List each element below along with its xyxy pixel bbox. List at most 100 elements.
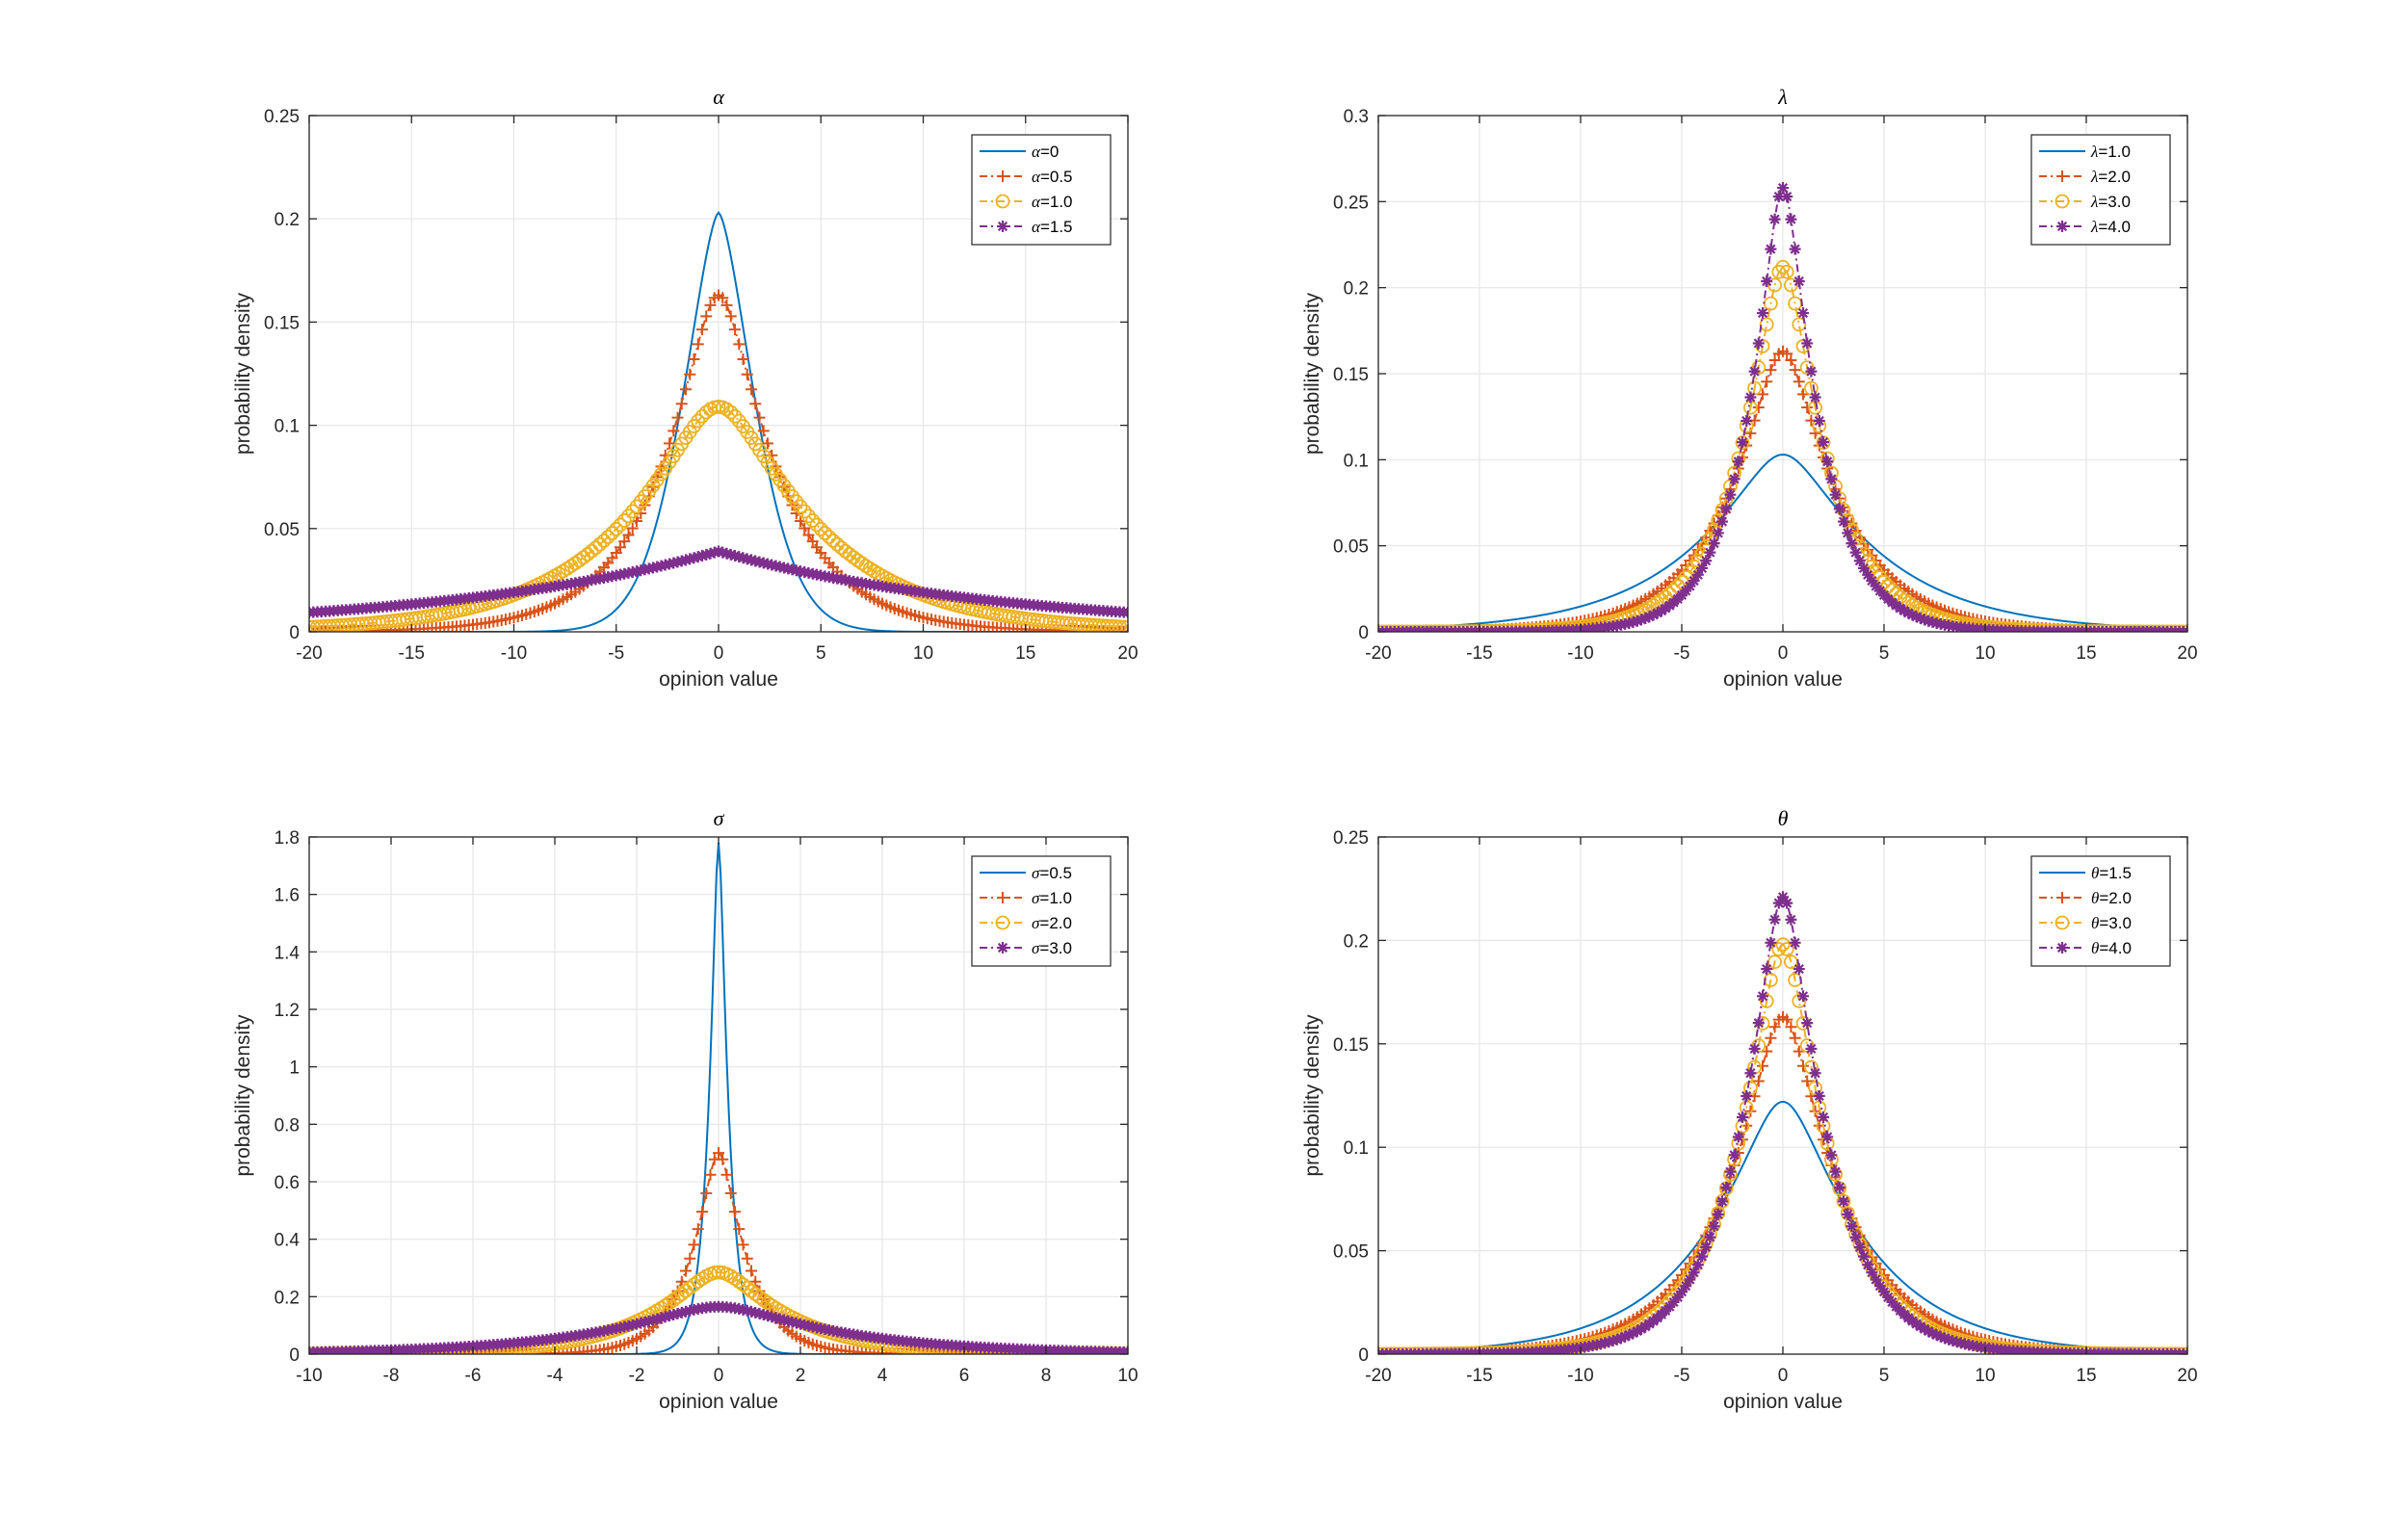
series-2-marker (675, 398, 688, 410)
series-4-marker (1748, 1042, 1761, 1055)
series-4-marker (1870, 580, 1882, 592)
legend-label-4: σ=3.0 (1032, 939, 1072, 957)
series-4-marker (1676, 588, 1688, 601)
series-2-marker (700, 310, 713, 323)
series-4-marker (1809, 1067, 1821, 1080)
series-3-marker (1784, 277, 1798, 293)
series-2-marker (700, 1187, 713, 1199)
x-tick-label: 5 (816, 643, 826, 664)
series-4-marker (1781, 897, 1793, 909)
legend-value: =0.5 (1040, 168, 1073, 186)
series-3-marker (1771, 942, 1787, 956)
series-2-marker (724, 1187, 737, 1199)
y-tick-label: 0.2 (1344, 931, 1369, 952)
legend-marker-2 (997, 892, 1008, 903)
x-tick-label: -10 (296, 1366, 322, 1386)
series-3-marker (605, 526, 619, 540)
series-2-marker (1793, 1045, 1805, 1058)
series-2-marker (806, 535, 819, 548)
legend-label-3: σ=2.0 (1032, 914, 1072, 932)
series-4-marker (1757, 990, 1768, 1003)
series-3-marker (1670, 579, 1686, 594)
series-4-marker (1947, 1335, 1959, 1347)
series-3-marker (1779, 942, 1794, 956)
series-3-marker (1120, 619, 1128, 632)
series-2-marker (753, 411, 766, 424)
y-tick-label: 1.2 (275, 1001, 300, 1021)
series-4-marker (1825, 1149, 1838, 1162)
series-4-marker (1853, 555, 1866, 567)
series-2-marker (1789, 364, 1801, 377)
series-4-marker (1805, 365, 1818, 378)
legend-label-1: σ=0.5 (1032, 864, 1072, 882)
series-4-marker (1789, 243, 1801, 255)
series-4-marker (1732, 456, 1744, 468)
series-4-marker (1691, 568, 1704, 581)
legend-marker-2 (2056, 170, 2068, 182)
series-3-marker (1792, 993, 1807, 1008)
x-tick-label: 5 (1879, 1366, 1890, 1386)
series-4-marker (1914, 612, 1926, 624)
series-4-marker (1680, 1280, 1692, 1293)
x-tick-label: 15 (2076, 643, 2096, 664)
legend-symbol: σ (1032, 914, 1040, 932)
series-4-marker (1797, 307, 1809, 320)
series-4-marker (1757, 307, 1768, 320)
legend-box (971, 855, 1112, 967)
series-2-marker (720, 299, 733, 311)
series-4-marker (1704, 1231, 1716, 1243)
legend-symbol: θ (2091, 939, 2099, 957)
series-3-marker (1799, 360, 1815, 376)
series-2-marker (737, 1239, 749, 1251)
x-axis-label: opinion value (1723, 668, 1843, 691)
series-3-marker (1714, 1193, 1730, 1209)
x-tick-label: 0 (714, 643, 724, 664)
series-4-marker (1737, 1110, 1748, 1123)
series-4-marker (1724, 1165, 1737, 1178)
series-2-marker (626, 522, 639, 535)
x-tick-label: -15 (1466, 643, 1492, 664)
series-2-marker (1781, 348, 1793, 360)
series-3-marker (698, 405, 714, 420)
series-4-marker (1818, 436, 1829, 449)
series-4-marker (1636, 614, 1647, 626)
series-4-marker (1833, 503, 1845, 515)
chart-title: α (713, 85, 724, 109)
series-4-marker (1943, 1333, 1955, 1345)
x-tick-label: -2 (629, 1366, 645, 1386)
x-tick-label: 20 (2177, 1366, 2197, 1386)
y-tick-label: 0.25 (1333, 193, 1369, 213)
series-4-marker (1849, 1231, 1862, 1243)
series-3-marker (1743, 1081, 1758, 1096)
series-4-marker (1785, 913, 1797, 926)
series-2-marker (1785, 1021, 1797, 1033)
chart-panel-3: -10 -8 -6 -4 -2 0 2 4 6 8 10 0 0.2 0.4 0.6 0.8 1 1.2 1.4 1.… (232, 806, 1139, 1413)
series-4-marker (1720, 1181, 1733, 1193)
series-4-marker (762, 1310, 773, 1322)
x-tick-label: -10 (1567, 643, 1593, 664)
series-3-marker (625, 504, 641, 519)
series-4-marker (1688, 1267, 1700, 1279)
series-4-marker (1627, 615, 1639, 628)
series-2-marker (733, 338, 746, 351)
series-4-marker (1627, 1327, 1639, 1340)
series-2-marker (671, 411, 684, 424)
legend-box (2030, 855, 2171, 967)
series-4-marker (1744, 1067, 1757, 1080)
series-3-marker (805, 513, 821, 528)
y-tick-label: 0.1 (1344, 451, 1369, 471)
series-2-marker (1765, 1032, 1777, 1044)
series-2-marker (680, 1265, 692, 1277)
series-2-marker (1752, 402, 1765, 414)
series-4-marker (753, 1307, 766, 1319)
series-4-marker (1728, 1149, 1741, 1162)
series-4-marker (1741, 1089, 1753, 1102)
series-4-marker (1862, 1259, 1874, 1271)
x-tick-label: 4 (877, 1366, 888, 1386)
series-3-marker (1880, 579, 1896, 594)
x-tick-label: -6 (465, 1366, 482, 1386)
series-3-marker (694, 408, 710, 424)
series-3-marker (1808, 1081, 1822, 1096)
series-4-marker (1700, 555, 1713, 567)
series-2-marker (615, 541, 626, 554)
